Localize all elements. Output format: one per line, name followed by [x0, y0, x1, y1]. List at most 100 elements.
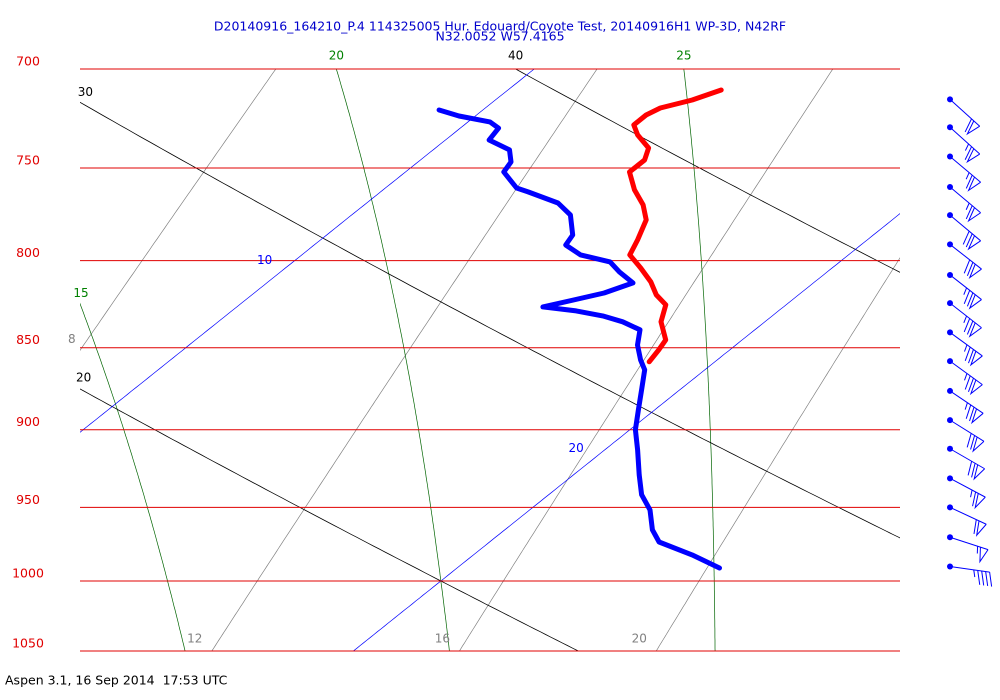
mixing-ratio-line-label: 20 [632, 632, 647, 646]
wind-pennant [974, 493, 986, 510]
wind-pennant [970, 408, 984, 425]
wind-staff [949, 419, 985, 442]
wind-feather [963, 290, 971, 305]
profile-line [627, 87, 724, 365]
wind-feather [966, 262, 974, 276]
chart-subtitle: N32.0052 W57.4165 [435, 29, 564, 44]
wind-half-feather [964, 402, 968, 410]
mixing-ratio-line [211, 69, 598, 651]
wind-feather [964, 118, 973, 133]
wind-pennant [967, 176, 981, 192]
wind-feather [977, 570, 981, 585]
wind-feather [973, 519, 977, 535]
wind-half-feather [965, 202, 970, 210]
wind-barb [947, 445, 985, 481]
wind-staff [949, 536, 989, 551]
wind-pennant [979, 547, 989, 564]
background-lines [80, 69, 900, 651]
wind-staff [949, 126, 981, 155]
wind-feather [972, 491, 977, 507]
wind-feather [966, 292, 974, 307]
wind-feather [966, 433, 972, 448]
y-tick-label: 750 [16, 153, 40, 168]
wind-staff [949, 448, 985, 470]
mixing-ratio-line-label: 16 [435, 632, 450, 646]
wind-barb [947, 300, 982, 338]
wind-feather [963, 318, 971, 333]
y-tick-label: 700 [16, 54, 40, 69]
wind-barb [947, 563, 993, 587]
dry-adiabat-label: 40 [508, 49, 523, 63]
dry-adiabat [80, 388, 579, 651]
wind-pennant [969, 379, 983, 396]
wind-pennant [967, 235, 981, 251]
wind-barb [947, 271, 982, 310]
wind-half-feather [964, 373, 968, 381]
dry-adiabat [515, 69, 900, 273]
y-tick-label: 950 [16, 492, 40, 507]
wind-barb [947, 387, 984, 425]
wind-feather [989, 572, 993, 587]
wind-half-feather [973, 569, 976, 578]
y-tick-label: 900 [16, 414, 40, 429]
wind-barb [947, 358, 983, 396]
wind-barb [947, 329, 983, 367]
wind-staff [949, 506, 987, 525]
wind-feather [967, 378, 974, 393]
wind-staff [949, 332, 983, 357]
wind-feather [969, 406, 975, 422]
wind-staff [949, 186, 981, 214]
wind-feather [965, 205, 973, 220]
wind-half-feather [964, 143, 970, 151]
wind-half-feather [963, 315, 968, 323]
wind-feather [964, 146, 973, 160]
wind-feather [985, 571, 989, 587]
wind-feather [963, 259, 971, 274]
moist-adiabat [80, 302, 186, 651]
moist-adiabat [335, 69, 450, 651]
mixing-ratio-line [655, 257, 900, 651]
wind-feather [965, 404, 972, 419]
moist-adiabat [683, 69, 716, 651]
isotherm [80, 69, 535, 433]
moist-adiabat-label: 20 [329, 49, 344, 63]
wind-half-feather [970, 489, 973, 498]
wind-feather [971, 463, 976, 478]
footer: Aspen 3.1, 16 Sep 2014 17:53 UTC [5, 673, 228, 688]
mixing-ratio-line-label: 8 [68, 332, 76, 346]
isotherm [353, 213, 900, 651]
dry-adiabat [80, 101, 900, 539]
wind-staff [949, 214, 981, 242]
mixing-ratio-line-label: 12 [187, 632, 202, 646]
mixing-ratio-line [80, 69, 277, 351]
wind-staff [949, 390, 984, 414]
wind-feather [967, 461, 973, 476]
y-tick-label: 850 [16, 332, 40, 347]
dry-adiabat-label: 20 [76, 370, 91, 384]
wind-feather [966, 320, 974, 335]
wind-staff [949, 360, 983, 386]
y-tick-label: 800 [16, 245, 40, 260]
wind-barb [947, 534, 989, 564]
profile-line [436, 107, 722, 571]
wind-barb [947, 504, 987, 537]
wind-staff [949, 99, 981, 127]
wind-pennant [966, 148, 980, 164]
isotherm-label: 20 [569, 441, 584, 455]
wind-pennant [967, 207, 981, 223]
wind-pennant [966, 120, 980, 136]
moist-adiabat-label: 15 [73, 286, 88, 300]
wind-staff [949, 244, 982, 270]
wind-half-feather [963, 287, 968, 295]
wind-feather [967, 349, 974, 364]
wind-feather [965, 233, 973, 248]
wind-staff [949, 477, 986, 498]
y-tick-label: 1000 [12, 565, 44, 580]
wind-barb [947, 184, 981, 223]
wind-barb [947, 153, 981, 192]
wind-feather [964, 346, 971, 361]
isotherm-label: 10 [257, 253, 272, 267]
wind-feather [965, 174, 973, 189]
wind-pennant [973, 464, 985, 481]
wind-half-feather [965, 172, 970, 180]
